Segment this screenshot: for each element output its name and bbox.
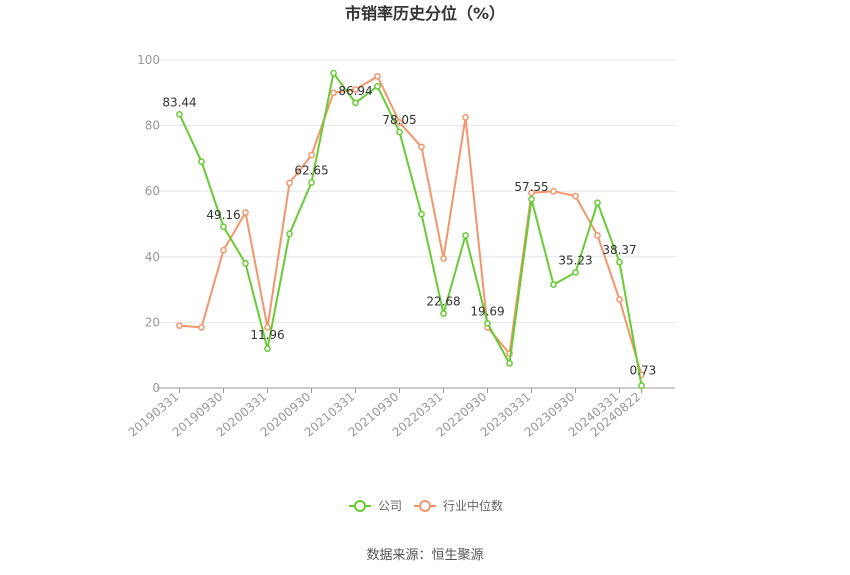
legend-item-industry-median[interactable]: 行业中位数: [414, 498, 503, 513]
legend: 公司 行业中位数: [349, 498, 503, 513]
data-point: [374, 82, 381, 90]
data-point: [330, 89, 337, 97]
data-label: 57.55: [514, 180, 548, 194]
data-point: [572, 269, 579, 276]
data-labels: 83.44 49.16 11.96 62.65 86.94 78.05 22.68 19.69…: [162, 84, 656, 378]
data-point: [528, 195, 535, 203]
data-label: 49.16: [206, 208, 240, 222]
data-label: 38.37: [602, 243, 636, 257]
data-point: [220, 246, 227, 254]
data-label: 78.05: [382, 113, 416, 127]
series-group: [176, 69, 645, 389]
y-tick-label: 100: [137, 53, 160, 67]
data-label: 0.73: [630, 364, 657, 378]
x-axis: 2019033120190930202003312020093020210331…: [126, 387, 675, 440]
data-point: [176, 322, 183, 330]
series-line: [179, 74, 643, 376]
data-point: [264, 345, 271, 353]
data-point: [440, 310, 447, 317]
data-point: [594, 232, 601, 239]
data-point: [286, 179, 293, 187]
data-point: [286, 230, 293, 238]
data-point: [462, 114, 469, 121]
y-tick-label: 0: [152, 381, 160, 395]
legend-marker-industry-median: [419, 500, 431, 512]
legend-marker-company: [354, 500, 366, 512]
data-label: 86.94: [338, 84, 372, 98]
data-label: 35.23: [558, 253, 592, 267]
y-tick-label: 60: [145, 184, 160, 198]
source-note: 数据来源：恒生聚源: [366, 548, 483, 563]
legend-item-company[interactable]: 公司: [349, 499, 402, 513]
data-point: [638, 382, 645, 389]
data-point: [418, 143, 425, 151]
data-point: [506, 360, 513, 367]
data-point: [484, 320, 491, 327]
data-label: 11.96: [250, 328, 284, 342]
data-label: 22.68: [426, 295, 460, 309]
data-point: [396, 118, 403, 126]
data-label: 19.69: [470, 304, 504, 318]
data-point: [594, 199, 601, 207]
data-point: [176, 110, 183, 118]
data-label: 83.44: [162, 95, 196, 109]
legend-label-company: 公司: [378, 499, 402, 513]
data-point: [308, 179, 315, 186]
data-point: [198, 158, 205, 166]
data-point: [462, 232, 469, 239]
data-point: [330, 69, 337, 77]
data-point: [440, 255, 447, 262]
data-point: [374, 73, 381, 80]
data-point: [572, 192, 579, 200]
data-point: [528, 189, 535, 197]
y-tick-label: 20: [145, 315, 160, 329]
data-label: 62.65: [294, 164, 328, 178]
chart-title: 市销率历史分位（%）: [345, 4, 505, 23]
data-point: [352, 86, 359, 93]
data-point: [198, 323, 205, 331]
data-point: [308, 151, 315, 159]
data-point: [616, 296, 623, 303]
y-tick-label: 80: [145, 119, 160, 133]
data-point: [616, 258, 623, 266]
series-line: [178, 70, 643, 386]
data-point: [264, 323, 271, 331]
y-axis: 0 20 40 60 80 100: [137, 53, 160, 395]
data-point: [418, 210, 425, 218]
data-point: [352, 99, 359, 107]
data-point: [550, 281, 557, 289]
legend-label-industry-median: 行业中位数: [443, 498, 503, 513]
grid: [157, 59, 675, 389]
y-tick-label: 40: [145, 250, 160, 264]
data-point: [242, 209, 249, 216]
data-point: [242, 260, 249, 267]
data-point: [220, 223, 227, 231]
data-point: [396, 128, 403, 136]
data-point: [550, 187, 557, 195]
